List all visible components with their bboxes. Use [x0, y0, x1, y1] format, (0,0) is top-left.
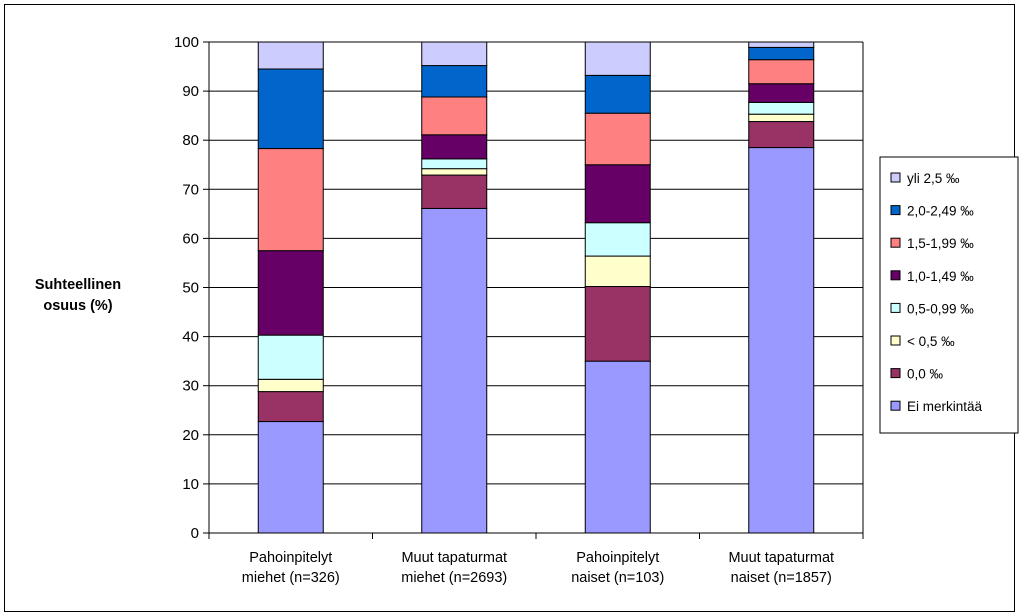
bar-segment [748, 101, 815, 115]
bar-segment [421, 174, 488, 209]
category-label: Pahoinpitelyt miehet (n=326) [242, 550, 340, 586]
bar-segment [748, 46, 815, 61]
legend-label: yli 2,5 ‰ [907, 171, 960, 186]
bar-segment [584, 112, 651, 166]
legend-swatch [890, 172, 901, 183]
y-tick-label: 80 [182, 132, 199, 149]
bar-segment [584, 41, 651, 76]
legend-label: 0,0 ‰ [907, 367, 944, 382]
bar-segment [421, 134, 488, 160]
bar-segment [421, 207, 488, 534]
bar-segment [584, 360, 651, 534]
y-tick-label: 0 [191, 525, 199, 542]
legend-label: 1,0-1,49 ‰ [907, 269, 974, 284]
category-label: Muut tapaturmat naiset (n=1857) [728, 550, 834, 586]
category-label-line: miehet (n=2693) [401, 570, 507, 586]
y-tick-label: 20 [182, 427, 199, 444]
legend-swatch [890, 205, 901, 216]
y-tick-label: 70 [182, 181, 199, 198]
legend-swatch [890, 237, 901, 248]
bar-segment [584, 164, 651, 224]
y-tick-label: 90 [182, 83, 199, 100]
bar-segment [257, 421, 324, 534]
bar-segment [748, 113, 815, 123]
y-tick-label: 100 [174, 34, 199, 51]
bar-segment [584, 222, 651, 257]
bar-segment [748, 83, 815, 103]
bar-segment [421, 41, 488, 67]
category-label-line: Muut tapaturmat [728, 550, 834, 566]
bar-segment [257, 250, 324, 336]
legend-swatch [890, 400, 901, 411]
y-tick-label: 50 [182, 280, 199, 297]
category-label-line: naiset (n=103) [571, 570, 664, 586]
bar-segment [421, 65, 488, 98]
category-label-line: miehet (n=326) [242, 570, 340, 586]
bar-segment [421, 96, 488, 136]
legend-label: 2,0-2,49 ‰ [907, 204, 974, 219]
y-tick-label: 30 [182, 378, 199, 395]
bar-segment [257, 391, 324, 423]
legend-swatch [890, 368, 901, 379]
y-tick-label: 40 [182, 329, 199, 346]
bar-segment [257, 378, 324, 393]
bar-segment [257, 68, 324, 150]
legend-label: < 0,5 ‰ [907, 334, 955, 349]
bar-segment [748, 41, 815, 48]
bar-segment [421, 168, 488, 176]
category-label: Pahoinpitelyt naiset (n=103) [571, 550, 664, 586]
bar-segment [421, 158, 488, 170]
y-axis-title-line: Suhteellinen [35, 277, 121, 293]
legend-swatch [890, 302, 901, 313]
bar-segment [584, 255, 651, 288]
bar-segment [257, 334, 324, 380]
y-tick-label: 60 [182, 230, 199, 247]
category-label-line: Pahoinpitelyt [249, 550, 332, 566]
legend-label: Ei merkintää [907, 399, 983, 414]
y-tick-label: 10 [182, 476, 199, 493]
y-axis-title-line: osuus (%) [43, 298, 112, 314]
legend-box [879, 156, 1019, 434]
category-label: Muut tapaturmat miehet (n=2693) [401, 550, 507, 586]
category-label-line: Muut tapaturmat [401, 550, 507, 566]
bar-segment [584, 74, 651, 114]
bar-segment [748, 121, 815, 149]
legend-label: 0,5-0,99 ‰ [907, 301, 974, 316]
bar-segment [257, 148, 324, 252]
bar-segment [748, 147, 815, 534]
bar-segment [257, 41, 324, 70]
bar-segment [748, 59, 815, 85]
bar-segment [584, 286, 651, 362]
category-label-line: Pahoinpitelyt [576, 550, 659, 566]
category-label-line: naiset (n=1857) [731, 570, 832, 586]
legend-swatch [890, 270, 901, 281]
legend-swatch [890, 335, 901, 346]
y-axis-title: Suhteellinen osuus (%) [35, 277, 121, 314]
legend-label: 1,5-1,99 ‰ [907, 236, 974, 251]
